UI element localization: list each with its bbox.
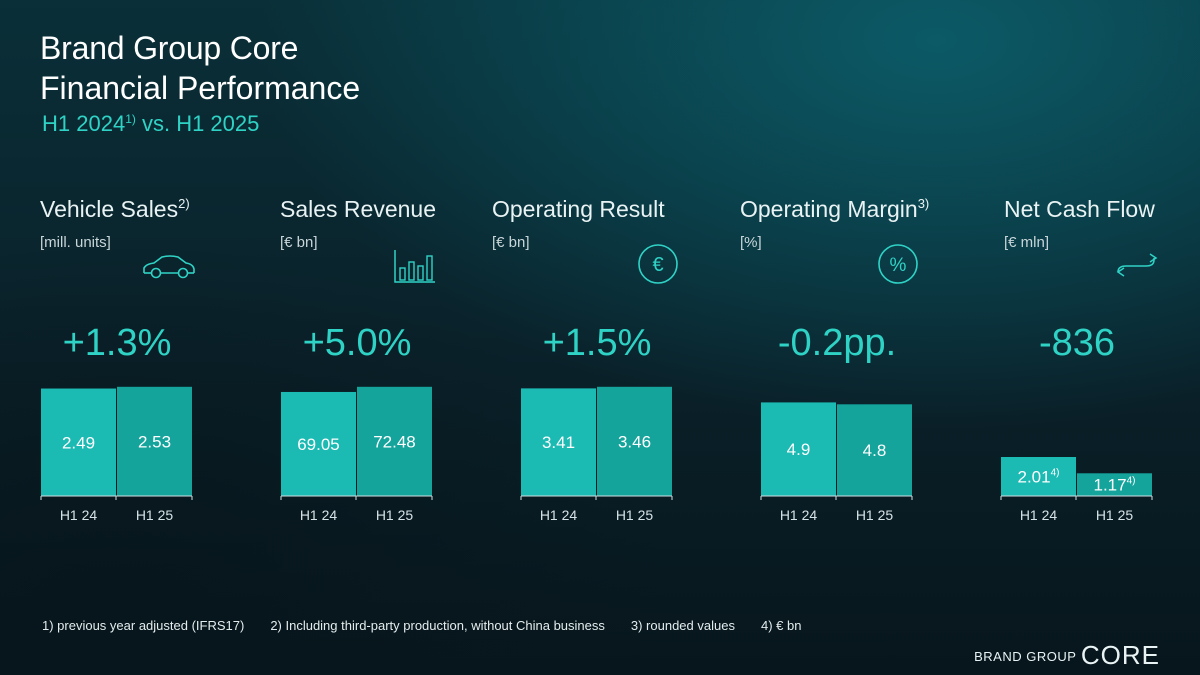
- x-tick-label: H1 24: [60, 507, 98, 523]
- kpi-change: -0.2pp.: [777, 322, 897, 364]
- bar-value-label: 72.48: [373, 432, 416, 451]
- cash-flow-icon: [1116, 253, 1158, 277]
- x-tick-label: H1 24: [300, 507, 338, 523]
- bar-h1-24: [521, 388, 596, 496]
- bar-h1-25: [117, 386, 192, 496]
- bar-value-label: 2.49: [62, 433, 95, 452]
- bar-h1-24: [1001, 457, 1076, 496]
- bar-value-label: 2.53: [138, 432, 171, 451]
- x-tick-label: H1 24: [540, 507, 578, 523]
- kpi-change: -836: [1038, 322, 1116, 364]
- brand-logo-small: BRAND GROUP: [974, 649, 1077, 664]
- svg-text:€: €: [652, 254, 663, 276]
- footnote-2: 2) Including third-party production, wit…: [270, 618, 605, 633]
- title-line-1: Brand Group Core: [40, 30, 299, 66]
- bar-chart-operating-margin: 4.9 H1 24 4.8 H1 25: [760, 402, 913, 523]
- kpi-unit: [€ bn]: [280, 234, 318, 251]
- brand-logo: BRAND GROUP CORE: [974, 640, 1160, 671]
- kpi-unit: [€ mln]: [1004, 234, 1050, 251]
- brand-logo-big: CORE: [1080, 640, 1160, 670]
- x-tick-label: H1 25: [1096, 507, 1134, 523]
- kpi-name-text: Operating Result: [492, 196, 665, 222]
- kpi-unit: [%]: [740, 234, 762, 251]
- period-prefix: H1 2024: [42, 111, 126, 136]
- x-tick-label: H1 25: [616, 507, 654, 523]
- bar-h1-25: [1077, 473, 1152, 496]
- footnote-3: 3) rounded values: [630, 618, 735, 633]
- kpi-change: +1.5%: [542, 322, 652, 364]
- bar-value-label: 3.41: [542, 433, 575, 452]
- bar-value-label: 3.46: [618, 432, 651, 451]
- period-subtitle: H1 20241) vs. H1 2025: [42, 111, 259, 137]
- svg-text:%: %: [890, 255, 907, 276]
- kpi-name: Net Cash Flow: [1004, 196, 1155, 223]
- bar-value-label: 4.9: [787, 440, 811, 459]
- kpi-unit: [mill. units]: [40, 234, 111, 251]
- bar-value-footnote-ref: 4): [1051, 468, 1060, 479]
- kpi-name: Sales Revenue: [280, 196, 436, 223]
- bar-value-label: 4.8: [863, 441, 887, 460]
- bar-h1-24: [41, 388, 116, 496]
- kpi-name: Operating Result: [492, 196, 665, 223]
- period-suffix: vs. H1 2025: [135, 111, 260, 136]
- bar-chart-operating-result: 3.41 H1 24 3.46 H1 25: [520, 386, 673, 523]
- euro-icon: €: [638, 244, 678, 284]
- slide-title: Brand Group Core: [40, 32, 298, 64]
- bar-value-label: 2.014): [1018, 468, 1060, 487]
- x-axis: [760, 495, 913, 500]
- kpi-name-text: Operating Margin: [740, 196, 918, 222]
- x-tick-label: H1 25: [136, 507, 174, 523]
- kpi-footnote-ref: 3): [917, 196, 930, 211]
- x-axis: [520, 495, 673, 500]
- kpi-name: Vehicle Sales2): [40, 196, 190, 223]
- bar-chart-vehicle-sales: 2.49 H1 24 2.53 H1 25: [40, 386, 193, 523]
- bar-chart-net-cash-flow: 2.014) H1 24 1.174) H1 25: [1000, 457, 1153, 523]
- kpi-name-text: Sales Revenue: [280, 196, 436, 222]
- bar-chart-icon: [394, 250, 435, 283]
- kpi-footnote-ref: 2): [178, 196, 190, 211]
- period-footnote-ref: 1): [125, 112, 136, 126]
- x-tick-label: H1 25: [376, 507, 414, 523]
- x-tick-label: H1 25: [856, 507, 894, 523]
- kpi-unit: [€ bn]: [492, 234, 530, 251]
- x-tick-label: H1 24: [1020, 507, 1058, 523]
- bar-h1-24: [281, 391, 356, 496]
- bar-chart-sales-revenue: 69.05 H1 24 72.48 H1 25: [280, 386, 433, 523]
- bar-h1-25: [357, 386, 432, 496]
- x-tick-label: H1 24: [780, 507, 818, 523]
- bar-h1-25: [837, 404, 912, 496]
- x-axis: [40, 495, 193, 500]
- footnote-4: 4) € bn: [760, 618, 802, 633]
- bar-value-label: 1.174): [1094, 476, 1136, 495]
- footnote-1: 1) previous year adjusted (IFRS17): [42, 618, 245, 633]
- bar-h1-25: [597, 386, 672, 496]
- kpi-name-text: Net Cash Flow: [1004, 196, 1155, 222]
- bar-value-label: 69.05: [297, 435, 340, 454]
- bar-value-footnote-ref: 4): [1127, 476, 1136, 487]
- bar-h1-24: [761, 402, 836, 496]
- kpi-name-text: Vehicle Sales: [40, 196, 179, 222]
- x-axis: [1000, 495, 1153, 500]
- x-axis: [280, 495, 433, 500]
- kpi-change: +1.3%: [62, 322, 172, 364]
- percent-icon: %: [878, 244, 918, 284]
- car-icon: [143, 255, 195, 279]
- kpi-change: +5.0%: [302, 322, 412, 364]
- footnotes: 1) previous year adjusted (IFRS17) 2) Inc…: [42, 618, 827, 633]
- kpi-name: Operating Margin3): [740, 196, 929, 223]
- title-line-2: Financial Performance: [40, 70, 361, 106]
